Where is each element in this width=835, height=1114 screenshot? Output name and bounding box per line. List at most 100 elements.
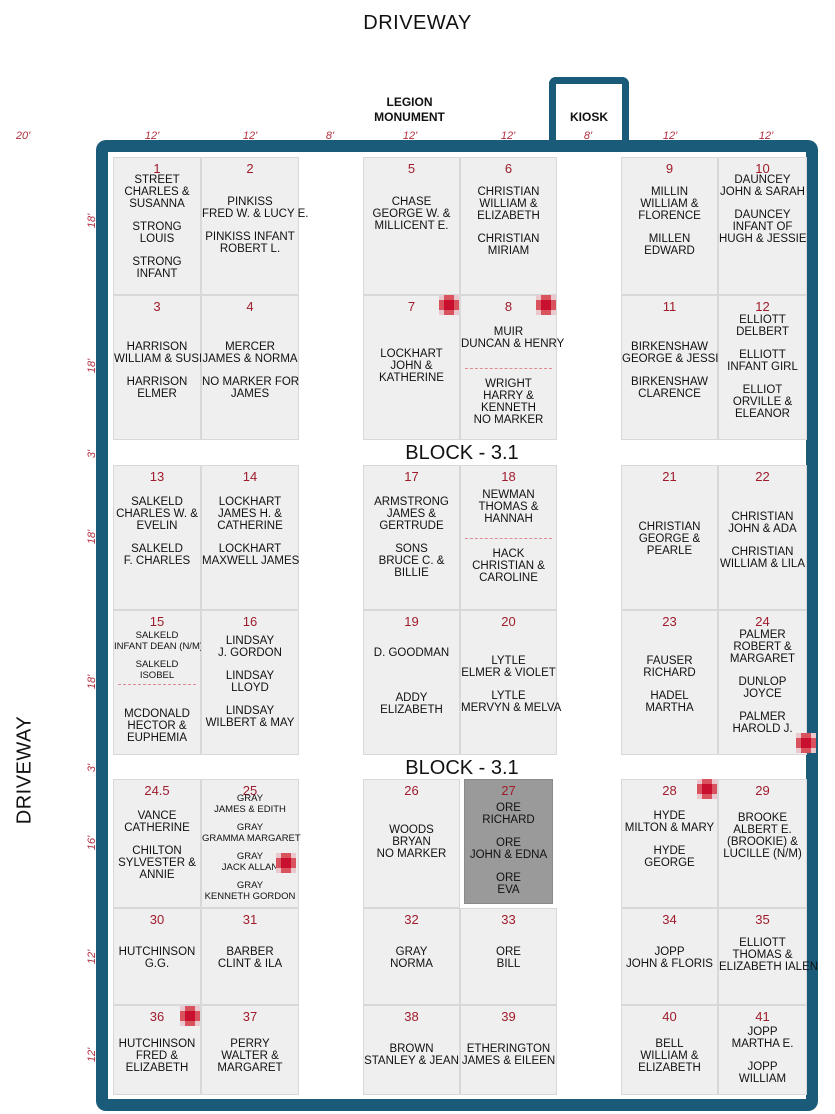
plot-10[interactable]: 11 BIRKENSHAW GEORGE & JESSIE BIRKENSHAW CLA… <box>621 295 727 440</box>
plot-name-line: MARGARET <box>729 653 796 665</box>
plot-name-line: WALTER & <box>221 1050 279 1062</box>
plot-name-line: WILLIAM & SUSIE <box>114 353 210 365</box>
plot-number: 38 <box>404 1009 419 1024</box>
plot-name-line: ELLIOTT <box>739 937 786 949</box>
plot-20[interactable]: 19 D. GOODMAN ADDY ELIZABETH <box>363 610 460 755</box>
side-dimension-label: 16' <box>86 835 98 851</box>
plot-3[interactable]: 6 CHRISTIAN WILLIAM & ELIZABETH CHRISTIAN MIR… <box>460 157 557 295</box>
plot-21[interactable]: 20 LYTLE ELMER & VIOLET LYTLE MERVYN & MELVA <box>460 610 561 755</box>
plot-5[interactable]: 10 DAUNCEY JOHN & SARAH DAUNCEY INFANT OF HUG… <box>718 157 807 295</box>
plot-23[interactable]: 24 PALMER ROBERT & MARGARET DUNLOP JOYCE PALME… <box>718 610 807 755</box>
plot-35[interactable]: 35 ELLIOTT THOMAS & ELIZABETH IALEN <box>718 908 818 1005</box>
grave-marker-icon <box>697 779 717 799</box>
name-gap <box>364 659 459 670</box>
plot-name-line: STREET <box>134 174 180 186</box>
plot-name-line: JOPP <box>747 1026 778 1038</box>
plot-names: BROOKE ALBERT E. (BROOKIE) & LUCILLE (N/M) <box>719 812 806 860</box>
plot-14[interactable]: 17 ARMSTRONG JAMES & GERTRUDE SONS BRUCE C. &… <box>363 465 460 610</box>
plot-17[interactable]: 22 CHRISTIAN JOHN & ADA CHRISTIAN WILLIAM & … <box>718 465 807 610</box>
plot-number: 20 <box>501 614 516 629</box>
plot-2[interactable]: 5 CHASE GEORGE W. & MILLICENT E. <box>363 157 460 295</box>
plot-name-line: HYDE <box>653 810 686 822</box>
plot-30[interactable]: 30 HUTCHINSON G.G. <box>113 908 201 1005</box>
plot-name-line: CHRISTIAN <box>477 186 540 198</box>
plot-38[interactable]: 38 BROWN STANLEY & JEAN <box>363 1005 460 1095</box>
plot-number: 6 <box>504 161 513 176</box>
plot-11[interactable]: 12 ELLIOTT DELBERT ELLIOTT INFANT GIRL ELLIOT… <box>718 295 807 440</box>
plot-name-line: INFANT OF <box>732 221 793 233</box>
plot-name-line: ISOBEL <box>139 669 175 681</box>
plot-12[interactable]: 13 SALKELD CHARLES W. & EVELIN SALKELD F. CHA… <box>113 465 201 610</box>
plot-33[interactable]: 33 ORE BILL <box>460 908 557 1005</box>
plot-name-line: JOHN & EDNA <box>469 849 548 861</box>
plot-24[interactable]: 24.5 VANCE CATHERINE CHILTON SYLVESTER & ANNI… <box>113 779 201 908</box>
plot-9[interactable]: 8 MUIR DUNCAN & HENRY WRIGHT HARRY & KENNETH N… <box>460 295 564 440</box>
plot-name-line: KENNETH <box>481 402 536 414</box>
plot-15[interactable]: 18 NEWMAN THOMAS & HANNAH HACK CHRISTIAN & CAR… <box>460 465 557 610</box>
plot-names: CHRISTIAN JOHN & ADA CHRISTIAN WILLIAM & LI… <box>719 511 806 570</box>
plot-name-line: HUTCHINSON <box>118 1038 196 1050</box>
plot-names: LOCKHART JAMES H. & CATHERINE LOCKHART MAXWE… <box>202 496 300 567</box>
plot-name-line: INFANT DEAN (N/M) <box>114 640 204 652</box>
plot-37[interactable]: 37 PERRY WALTER & MARGARET <box>201 1005 299 1095</box>
plot-names: BIRKENSHAW GEORGE & JESSIE BIRKENSHAW CLARE… <box>622 341 727 400</box>
top-dimension-label: 12' <box>500 130 516 142</box>
plot-22[interactable]: 23 FAUSER RICHARD HADEL MARTHA <box>621 610 718 755</box>
plot-31[interactable]: 31 BARBER CLINT & ILA <box>201 908 299 1005</box>
name-gap <box>719 338 806 349</box>
plot-name-line: CHARLES & <box>124 186 190 198</box>
plot-names: WRIGHT HARRY & KENNETH NO MARKER <box>461 378 556 426</box>
plot-name-line: SYLVESTER & <box>118 857 196 869</box>
plot-28[interactable]: 28 HYDE MILTON & MARY HYDE GEORGE <box>621 779 718 908</box>
name-gap <box>622 834 717 845</box>
plot-1[interactable]: 2 PINKISS FRED W. & LUCY E. PINKISS INFANT R… <box>201 157 309 295</box>
plot-16[interactable]: 21 CHRISTIAN GEORGE & PEARLE <box>621 465 718 610</box>
top-dimension-label: 12' <box>662 130 678 142</box>
top-dimension-label: 8' <box>583 130 593 142</box>
plot-name-line: ROBERT L. <box>219 243 281 255</box>
top-dimension-label: 12' <box>758 130 774 142</box>
plot-name-line: WRIGHT <box>485 378 532 390</box>
plot-19[interactable]: 16 LINDSAY J. GORDON LINDSAY LLOYD LINDSAY WIL… <box>201 610 299 755</box>
plot-number: 24 <box>755 614 770 629</box>
plot-names: HUTCHINSON FRED & ELIZABETH <box>114 1038 200 1074</box>
plot-27[interactable]: 27 ORE RICHARD ORE JOHN & EDNA ORE EVA <box>464 779 553 904</box>
plot-name-line: LINDSAY <box>225 670 275 682</box>
plot-number: 5 <box>407 161 416 176</box>
plot-name-line: HAROLD J. <box>732 723 793 735</box>
plot-4[interactable]: 9 MILLIN WILLIAM & FLORENCE MILLEN EDWARD <box>621 157 718 295</box>
plot-divider <box>465 538 552 539</box>
plot-18[interactable]: 15 SALKELD INFANT DEAN (N/M) SALKELD ISOBEL M… <box>113 610 204 755</box>
plot-25[interactable]: 25 GRAY JAMES & EDITH GRAY GRAMMA MARGARET GR… <box>201 779 301 908</box>
plot-name-line: ORE <box>496 872 521 884</box>
plot-name-line: CATHERINE <box>124 822 190 834</box>
plot-name-line: GEORGE & JESSIE <box>622 353 727 365</box>
plot-29[interactable]: 29 BROOKE ALBERT E. (BROOKIE) & LUCILLE (N/M… <box>718 779 807 908</box>
plot-number: 35 <box>755 912 770 927</box>
plot-0[interactable]: 1 STREET CHARLES & SUSANNA STRONG LOUIS STRONG… <box>113 157 201 295</box>
plot-26[interactable]: 26 WOODS BRYAN NO MARKER <box>363 779 460 908</box>
plot-number: 37 <box>242 1009 258 1024</box>
plot-name-line: JAMES & <box>386 508 437 520</box>
plot-name-line: NEWMAN <box>482 489 535 501</box>
plot-13[interactable]: 14 LOCKHART JAMES H. & CATHERINE LOCKHART MAX… <box>201 465 299 610</box>
plot-name-line: LLOYD <box>231 682 269 694</box>
plot-name-line: PINKISS <box>227 196 273 208</box>
plot-7[interactable]: 4 MERCER JAMES & NORMA NO MARKER FOR JAMES <box>201 295 299 440</box>
plot-name-line: WILLIAM & LILA <box>719 558 805 570</box>
name-gap <box>114 365 200 376</box>
plot-name-line: KATHERINE <box>379 372 444 384</box>
plot-8[interactable]: 7 LOCKHART JOHN & KATHERINE <box>363 295 460 440</box>
plot-32[interactable]: 32 GRAY NORMA <box>363 908 460 1005</box>
plot-34[interactable]: 34 JOPP JOHN & FLORIS <box>621 908 718 1005</box>
plot-name-line: MAXWELL JAMES <box>202 555 300 567</box>
plot-name-line: J. GORDON <box>218 647 282 659</box>
plot-6[interactable]: 3 HARRISON WILLIAM & SUSIE HARRISON ELMER <box>113 295 210 440</box>
plot-names: FAUSER RICHARD HADEL MARTHA <box>622 655 717 714</box>
plot-39[interactable]: 39 ETHERINGTON JAMES & EILEEN <box>460 1005 557 1095</box>
side-dimension-label: 18' <box>86 358 98 374</box>
plot-name-line: FAUSER <box>646 655 693 667</box>
plot-41[interactable]: 41 JOPP MARTHA E. JOPP WILLIAM <box>718 1005 807 1095</box>
plot-names: LYTLE ELMER & VIOLET LYTLE MERVYN & MELVA <box>461 655 561 714</box>
plot-40[interactable]: 40 BELL WILLIAM & ELIZABETH <box>621 1005 718 1095</box>
